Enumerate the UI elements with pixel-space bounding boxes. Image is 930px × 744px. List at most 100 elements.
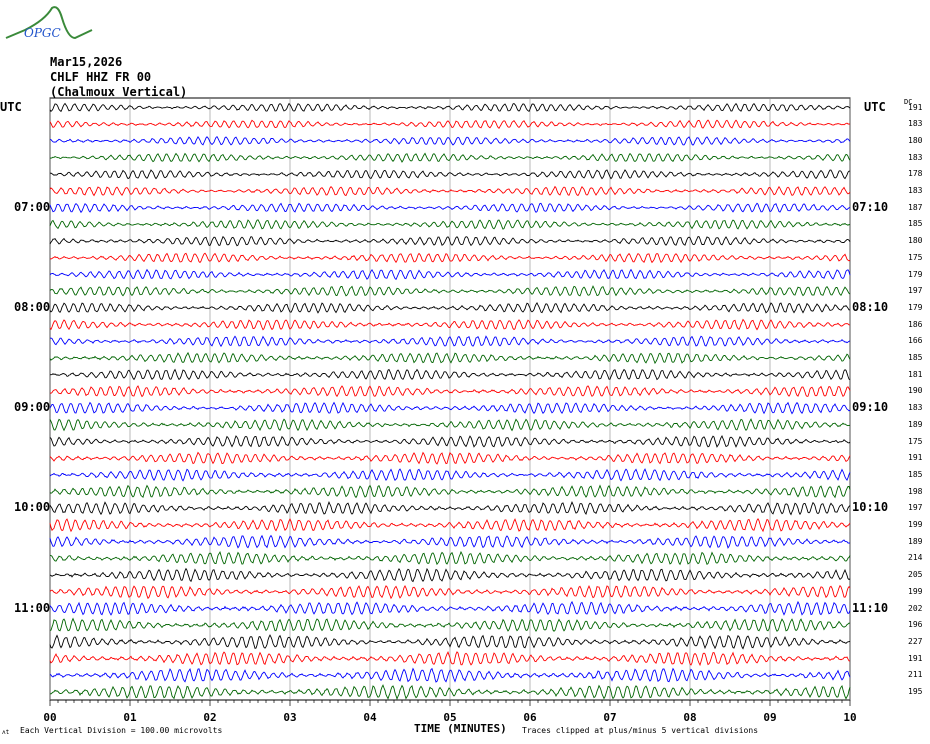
x-tick-label: 08 — [683, 711, 697, 724]
x-tick-label: 10 — [843, 711, 857, 724]
dc-offset-label: 191 — [908, 653, 923, 663]
seismic-trace — [49, 268, 851, 281]
dc-offset-label: 183 — [908, 119, 923, 129]
opgc-logo: OPGC — [0, 0, 95, 45]
dc-offset-label: 197 — [908, 503, 923, 513]
dc-offset-label: 191 — [908, 453, 923, 463]
seismic-trace — [49, 102, 851, 113]
seismic-trace — [49, 219, 851, 230]
seismic-trace — [49, 617, 851, 633]
dc-offset-label: 179 — [908, 269, 923, 279]
dc-offset-label: 198 — [908, 486, 923, 496]
right-time-label: 07:10 — [852, 199, 889, 214]
seismic-trace — [49, 584, 851, 600]
dc-offset-label: 189 — [908, 419, 923, 429]
station-location: (Chalmoux Vertical) — [50, 85, 188, 99]
dc-offset-label: 185 — [908, 469, 923, 479]
dc-offset-label: 190 — [908, 386, 923, 396]
dc-offset-label: 180 — [908, 236, 923, 246]
dc-offset-label: 183 — [908, 403, 923, 413]
dc-offset-label: 185 — [908, 219, 923, 229]
dc-offset-label: 202 — [908, 603, 923, 613]
dc-offset-label: 211 — [908, 670, 923, 680]
seismic-trace — [49, 434, 851, 448]
dc-title: DC — [904, 98, 913, 106]
x-tick-label: 06 — [523, 711, 537, 724]
seismic-trace — [49, 301, 851, 314]
seismic-trace — [49, 667, 851, 683]
dc-offset-label: 179 — [908, 302, 923, 312]
seismic-trace — [49, 484, 851, 499]
x-tick-label: 00 — [43, 711, 57, 724]
dc-offset-label: 199 — [908, 586, 923, 596]
x-tick-label: 07 — [603, 711, 617, 724]
x-axis-title: TIME (MINUTES) — [414, 722, 507, 735]
seismic-trace — [49, 285, 851, 297]
footer-clip-note: Traces clipped at plus/minus 5 vertical … — [522, 726, 759, 735]
seismic-trace — [49, 252, 851, 264]
right-time-label: 11:10 — [852, 600, 889, 615]
x-tick-label: 09 — [763, 711, 777, 724]
x-tick-label: 02 — [203, 711, 217, 724]
seismic-trace — [49, 385, 851, 398]
logo-mountain-icon — [5, 6, 93, 40]
dc-offset-label: 191 — [908, 102, 923, 112]
left-time-label: 09:00 — [14, 400, 51, 415]
dc-offset-label: 186 — [908, 319, 923, 329]
seismic-trace — [49, 235, 851, 247]
dc-offset-label: 189 — [908, 536, 923, 546]
dc-offset-label: 183 — [908, 152, 923, 162]
seismic-trace — [49, 500, 851, 516]
dc-offset-label: 166 — [908, 336, 923, 346]
seismic-trace — [49, 634, 851, 650]
dc-offset-label: 227 — [908, 636, 923, 646]
dc-offset-label: 175 — [908, 252, 923, 262]
dc-offset-label: 180 — [908, 135, 923, 145]
dc-offset-label: 185 — [908, 353, 923, 362]
dc-offset-label: 175 — [908, 436, 923, 446]
x-tick-label: 04 — [363, 711, 377, 724]
left-time-label: 08:00 — [14, 299, 51, 314]
seismic-trace — [49, 335, 851, 348]
seismic-trace — [49, 136, 851, 146]
left-utc-title: UTC — [0, 100, 22, 114]
x-tick-label: 01 — [123, 711, 137, 724]
dc-offset-label: 195 — [908, 687, 923, 696]
chart-date: Mar15,2026 — [50, 55, 123, 69]
dc-offset-label: 178 — [908, 169, 923, 179]
left-time-label: 10:00 — [14, 500, 51, 515]
seismic-trace — [49, 534, 851, 549]
seismic-trace — [49, 418, 851, 432]
dc-offset-label: 205 — [908, 570, 923, 580]
x-tick-label: 05 — [443, 711, 457, 724]
seismic-trace — [49, 567, 851, 583]
dc-offset-label: 183 — [908, 186, 923, 195]
seismic-trace — [49, 368, 851, 381]
seismic-trace — [49, 651, 851, 667]
dc-offset-label: 181 — [908, 369, 923, 379]
dc-offset-label: 187 — [908, 202, 923, 212]
right-time-label: 10:10 — [852, 500, 889, 515]
right-time-label: 08:10 — [852, 299, 889, 314]
seismic-trace — [49, 518, 851, 533]
seismic-trace — [49, 185, 851, 197]
seismic-trace — [49, 202, 851, 214]
seismic-trace — [49, 351, 851, 365]
seismic-trace — [49, 468, 851, 482]
seismic-trace — [49, 684, 851, 701]
seismic-trace — [49, 169, 851, 180]
x-tick-label: 03 — [283, 711, 297, 724]
right-time-label: 09:10 — [852, 400, 889, 415]
station-code: CHLF HHZ FR 00 — [50, 70, 152, 84]
right-utc-title: UTC — [864, 100, 886, 114]
dc-offset-label: 196 — [908, 620, 923, 630]
seismic-trace — [49, 451, 851, 465]
seismic-trace — [49, 550, 851, 566]
dc-offset-label: 214 — [908, 553, 923, 563]
left-time-label: 11:00 — [14, 600, 51, 615]
seismic-trace — [49, 600, 851, 616]
seismic-trace — [49, 318, 851, 331]
footer-scale-note: Each Vertical Division = 100.00 microvol… — [20, 726, 223, 735]
seismic-trace — [49, 401, 851, 415]
